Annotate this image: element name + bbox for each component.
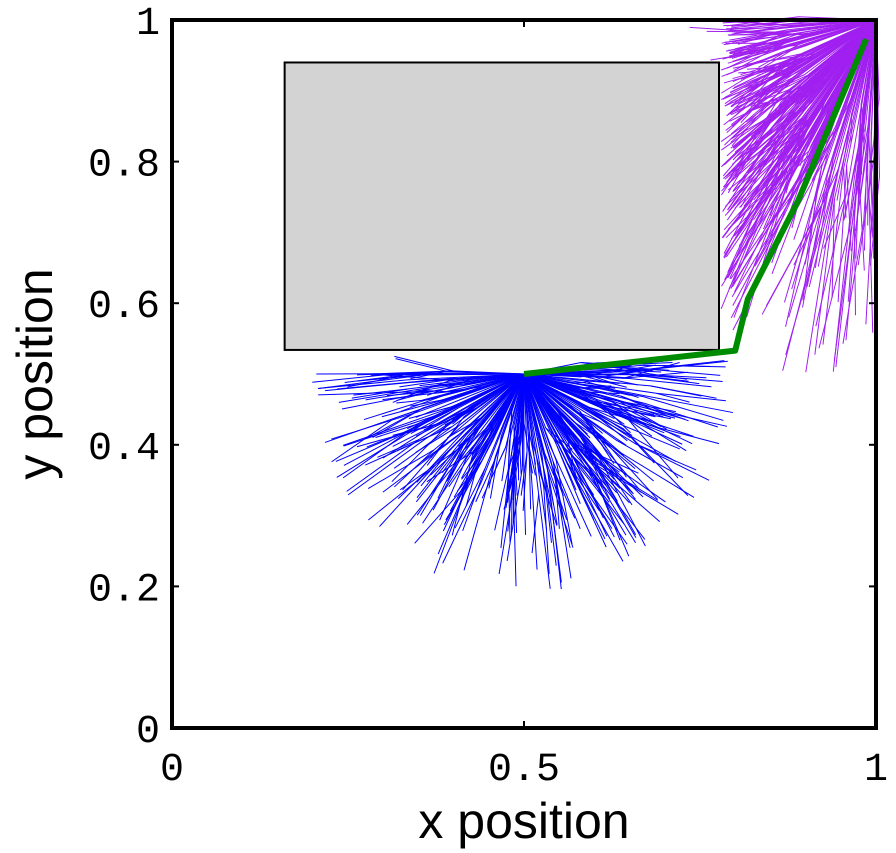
y-tick-label: 0.8	[88, 144, 160, 189]
y-tick-label: 0	[136, 710, 160, 755]
y-tick-label: 0.2	[88, 568, 160, 613]
solution-path	[523, 37, 869, 377]
y-tick-label: 0.6	[88, 285, 160, 330]
x-axis-label: x position	[418, 793, 629, 849]
tick-labels: 0 0.5 1 0 0.2 0.4 0.6 0.8 1	[88, 2, 888, 793]
y-axis-label: y position	[7, 268, 63, 479]
goal-tree	[689, 16, 880, 373]
start-tree	[312, 355, 734, 590]
y-tick-label: 0.4	[88, 427, 160, 472]
obstacle-rectangle	[283, 61, 721, 351]
x-tick-label: 0.5	[488, 748, 560, 793]
x-tick-label: 1	[864, 748, 888, 793]
x-tick-label: 0	[160, 748, 184, 793]
rrt-trees	[312, 16, 880, 590]
y-tick-label: 1	[136, 2, 160, 47]
